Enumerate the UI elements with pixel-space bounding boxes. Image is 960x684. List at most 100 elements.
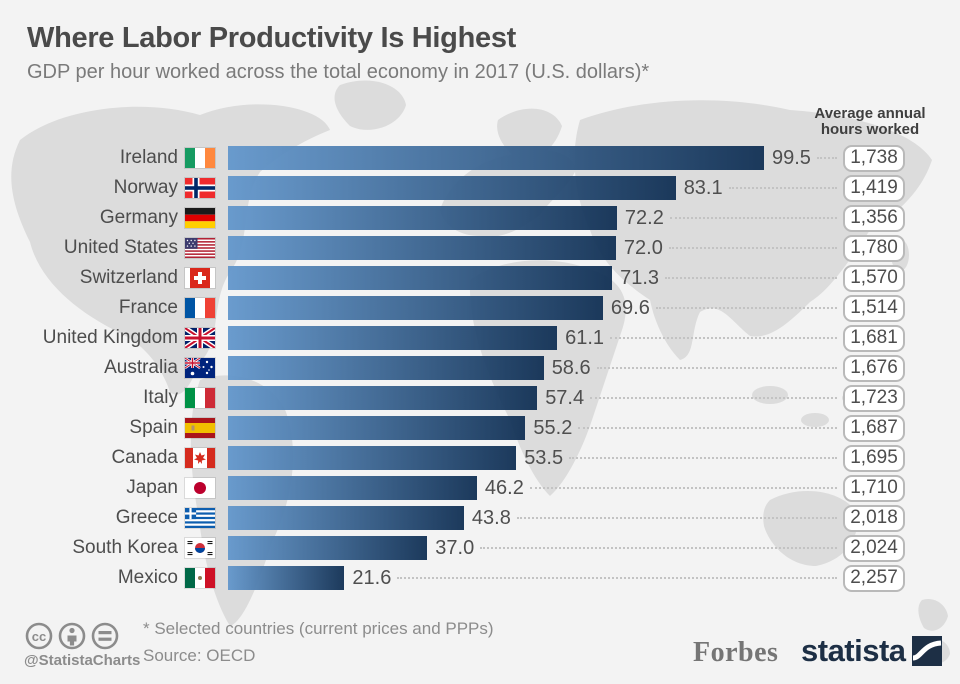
equals-icon (91, 622, 119, 650)
gdp-bar (228, 266, 613, 290)
jp-flag-icon (185, 478, 215, 498)
au-flag-icon (185, 358, 215, 378)
it-flag-icon (185, 388, 215, 408)
gdp-bar (228, 506, 464, 530)
gdp-bar (228, 296, 603, 320)
gdp-value: 55.2 (533, 416, 573, 439)
gdp-bar (228, 176, 676, 200)
chart-row: United States 72.0 1,780 (0, 233, 905, 263)
hours-column-header-line2: hours worked (820, 121, 920, 138)
gdp-bar (228, 536, 428, 560)
gdp-value: 99.5 (772, 146, 811, 169)
country-label: Australia (104, 357, 178, 378)
country-label: South Korea (72, 537, 178, 558)
cc-icon: cc (25, 622, 53, 650)
gdp-bar (228, 236, 616, 260)
chart-row: South Korea 37.0 2,024 (0, 533, 905, 563)
gr-flag-icon (185, 508, 215, 528)
country-label: Norway (113, 177, 178, 198)
hours-worked-box: 1,695 (843, 444, 905, 472)
hours-worked-box: 1,419 (843, 174, 905, 202)
de-flag-icon (185, 208, 215, 228)
leader-line (578, 427, 837, 429)
gdp-bar (228, 476, 477, 500)
chart-row: Switzerland 71.3 1,570 (0, 263, 905, 293)
hours-worked-box: 1,356 (843, 204, 905, 232)
hours-worked-box: 1,570 (843, 264, 905, 292)
hours-worked-box: 2,024 (843, 534, 905, 562)
chart-row: Greece 43.8 2,018 (0, 503, 905, 533)
country-label: Germany (99, 207, 178, 228)
chart-row: Mexico 21.6 2,257 (0, 563, 905, 593)
leader-line (728, 187, 837, 189)
country-label: Mexico (117, 567, 178, 588)
leader-line (397, 577, 837, 579)
gdp-value: 37.0 (435, 536, 475, 559)
gdp-bar (228, 446, 517, 470)
svg-text:cc: cc (32, 629, 46, 644)
hours-worked-box: 1,723 (843, 384, 905, 412)
leader-line (596, 367, 837, 369)
gdp-value: 53.5 (524, 446, 564, 469)
country-label: United States (63, 237, 178, 258)
no-flag-icon (185, 178, 215, 198)
gdp-bar (228, 416, 526, 440)
leader-line (610, 337, 837, 339)
country-label: Spain (129, 417, 178, 438)
country-label: Japan (126, 477, 178, 498)
hours-worked-box: 1,780 (843, 234, 905, 262)
chart-row: France 69.6 1,514 (0, 293, 905, 323)
forbes-logo: Forbes (693, 637, 779, 668)
attribution-icon (58, 622, 86, 650)
leader-line (480, 547, 837, 549)
footnote: * Selected countries (current prices and… (143, 619, 494, 638)
fr-flag-icon (185, 298, 215, 318)
gdp-bar (228, 386, 538, 410)
hours-worked-box: 2,018 (843, 504, 905, 532)
gdp-value: 43.8 (471, 506, 511, 529)
statista-handle: @StatistaCharts (24, 652, 141, 669)
leader-line (669, 217, 837, 219)
chart-row: Germany 72.2 1,356 (0, 203, 905, 233)
ca-flag-icon (185, 448, 215, 468)
gdp-value: 21.6 (352, 566, 392, 589)
leader-line (665, 277, 837, 279)
gdp-value: 71.3 (620, 266, 660, 289)
gdp-bar (228, 206, 617, 230)
hours-worked-box: 1,676 (843, 354, 905, 382)
country-label: United Kingdom (42, 327, 178, 348)
gdp-bar (228, 146, 764, 170)
hours-column-header: Average annual hours worked (795, 106, 945, 138)
statista-wordmark: statista (801, 633, 906, 668)
gdp-value: 83.1 (683, 176, 723, 199)
chart-row: Japan 46.2 1,710 (0, 473, 905, 503)
cc-license-icons: cc (25, 622, 119, 650)
country-label: France (118, 297, 178, 318)
country-label: Switzerland (79, 267, 178, 288)
hours-worked-box: 1,514 (843, 294, 905, 322)
hours-column-header-line1: Average annual (814, 105, 926, 122)
es-flag-icon (185, 418, 215, 438)
leader-line (816, 157, 837, 159)
leader-line (655, 307, 837, 309)
chart-row: Italy 57.4 1,723 (0, 383, 905, 413)
gdp-value: 58.6 (551, 356, 591, 379)
leader-line (529, 487, 837, 489)
chart-row: Australia 58.6 1,676 (0, 353, 905, 383)
leader-line (569, 457, 837, 459)
chart-row: Norway 83.1 1,419 (0, 173, 905, 203)
hours-worked-box: 1,681 (843, 324, 905, 352)
gdp-value: 72.0 (623, 236, 663, 259)
gdp-value: 46.2 (484, 476, 524, 499)
statista-logo: statista (801, 633, 942, 669)
chart-row: Spain 55.2 1,687 (0, 413, 905, 443)
mx-flag-icon (185, 568, 215, 588)
chart-row: Canada 53.5 1,695 (0, 443, 905, 473)
kr-flag-icon (185, 538, 215, 558)
chart-subtitle: GDP per hour worked across the total eco… (27, 61, 650, 83)
country-label: Italy (143, 387, 178, 408)
leader-line (590, 397, 837, 399)
gdp-value: 69.6 (610, 296, 650, 319)
statista-logo-mark (911, 636, 942, 666)
